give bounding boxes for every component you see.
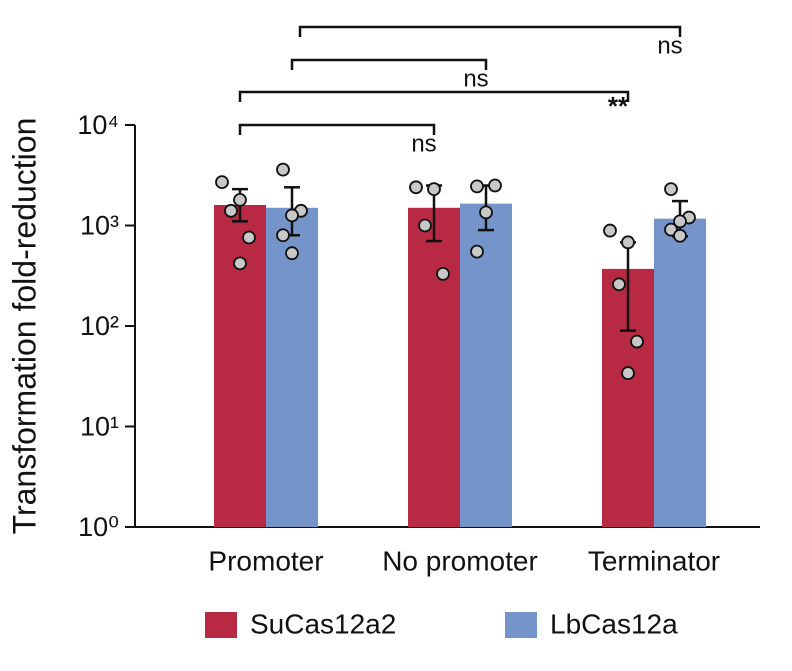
data-point xyxy=(630,334,644,349)
y-tick-label: 10² xyxy=(80,311,119,341)
data-point xyxy=(470,179,484,194)
y-tick-label: 10⁴ xyxy=(77,110,119,140)
data-point xyxy=(673,214,687,229)
y-axis-label: Transformation fold-reduction xyxy=(6,118,42,535)
data-point xyxy=(621,235,635,250)
bar xyxy=(460,203,512,527)
significance-label: ns xyxy=(463,65,488,92)
data-point xyxy=(409,180,423,195)
data-point xyxy=(224,203,238,218)
y-tick-label: 10¹ xyxy=(80,412,119,442)
significance-label: ns xyxy=(657,32,682,59)
x-tick-label: Terminator xyxy=(588,545,720,576)
data-point xyxy=(215,175,229,190)
data-point xyxy=(285,246,299,261)
y-tick-label: 10³ xyxy=(80,211,119,241)
data-point xyxy=(427,182,441,197)
data-point xyxy=(612,277,626,292)
significance-label: ns xyxy=(411,130,436,157)
data-point xyxy=(276,228,290,243)
bar xyxy=(408,207,460,527)
x-tick-label: No promoter xyxy=(382,545,538,576)
data-point xyxy=(488,178,502,193)
data-point xyxy=(479,205,493,220)
data-point xyxy=(233,256,247,271)
significance-bracket xyxy=(290,58,488,70)
significance-label: ** xyxy=(608,91,629,121)
data-point xyxy=(418,218,432,233)
data-point xyxy=(436,266,450,281)
data-point xyxy=(242,230,256,245)
significance-bracket xyxy=(298,25,682,37)
bar xyxy=(654,218,706,527)
legend-label: LbCas12a xyxy=(550,608,678,639)
data-point xyxy=(470,244,484,259)
y-tick-label: 10⁰ xyxy=(78,512,119,542)
data-point xyxy=(276,162,290,177)
significance-bracket xyxy=(238,123,436,135)
data-point xyxy=(285,208,299,223)
legend-swatch xyxy=(505,612,537,638)
legend-label: SuCas12a2 xyxy=(250,608,396,639)
bar xyxy=(214,204,266,527)
data-point xyxy=(603,223,617,238)
bar xyxy=(266,207,318,527)
data-point xyxy=(233,192,247,207)
data-point xyxy=(673,228,687,243)
x-tick-label: Promoter xyxy=(208,545,323,576)
data-point xyxy=(664,182,678,197)
data-point xyxy=(621,366,635,380)
legend-swatch xyxy=(205,612,237,638)
significance-bracket xyxy=(238,90,630,102)
